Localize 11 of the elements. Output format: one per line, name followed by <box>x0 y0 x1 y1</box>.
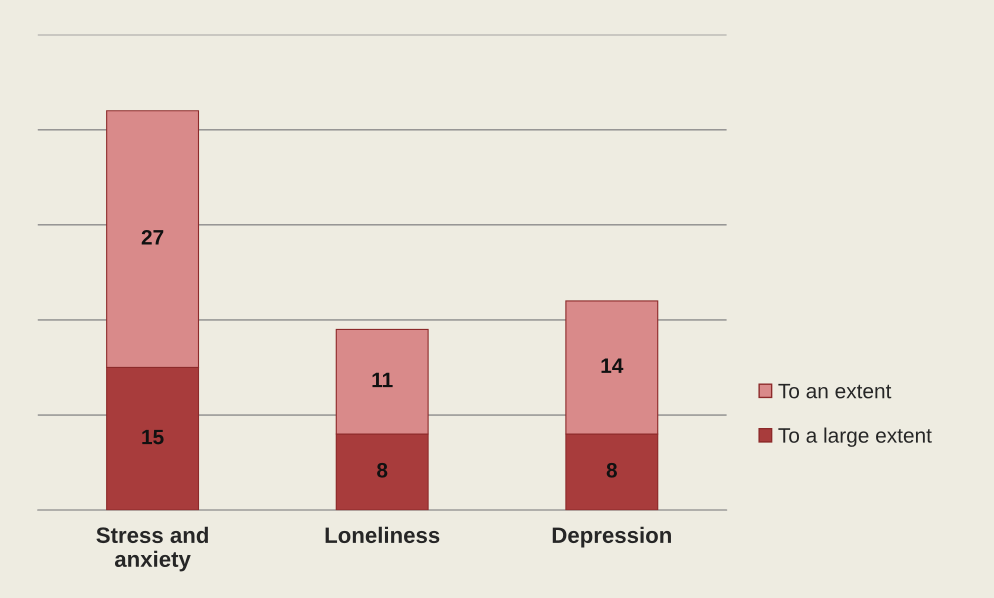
data-label: 8 <box>606 462 617 478</box>
data-label: 8 <box>377 462 388 478</box>
x-tick-label: Stress and anxiety <box>96 526 208 572</box>
legend-label: To an extent <box>778 384 892 398</box>
x-tick-label: Loneliness <box>326 526 440 544</box>
x-tick-label: Depression <box>552 526 671 548</box>
data-label: 15 <box>142 430 164 444</box>
data-label: 27 <box>142 230 164 244</box>
data-label: 14 <box>602 358 624 373</box>
data-label: 11 <box>372 372 393 388</box>
legend-label: To a large extent <box>778 428 932 447</box>
